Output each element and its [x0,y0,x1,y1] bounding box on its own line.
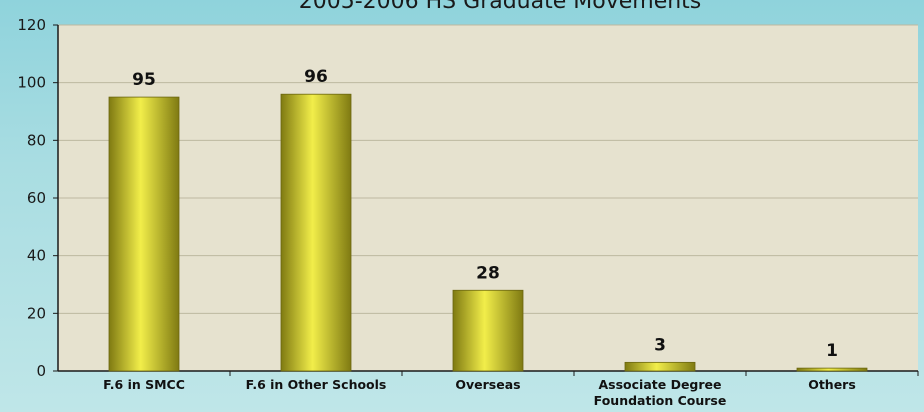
chart-title: 2005-2006 HS Graduate Movements [299,0,702,14]
data-label: 95 [132,70,156,90]
x-tick-label: Others [808,377,856,392]
bar [452,289,524,372]
x-tick-label: F.6 in Other Schools [246,377,387,392]
x-tick-label: Overseas [455,377,520,392]
y-tick-label: 60 [27,189,46,207]
x-tick-label: Associate Degree [599,377,722,392]
y-tick-label: 0 [36,362,46,380]
x-tick-label: F.6 in SMCC [103,377,185,392]
data-label: 3 [654,335,666,355]
y-tick-label: 40 [27,247,46,265]
bar [796,367,868,372]
y-tick-label: 20 [27,304,46,322]
data-label: 1 [826,341,838,361]
y-tick-label: 120 [17,16,46,34]
y-tick-label: 80 [27,131,46,149]
y-tick-label: 100 [17,74,46,92]
bar [280,93,352,372]
bar [624,361,696,372]
data-label: 28 [476,263,500,283]
data-label: 96 [304,67,328,87]
bar [108,96,180,372]
x-tick-label: Foundation Course [594,393,727,408]
